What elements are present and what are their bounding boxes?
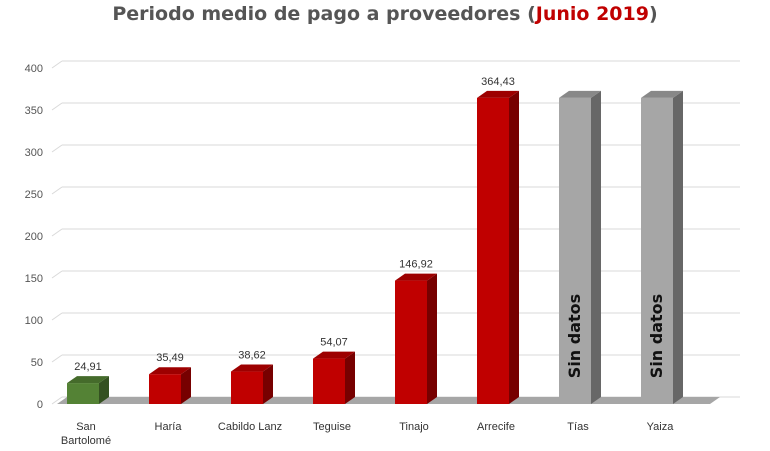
bar <box>313 351 355 404</box>
x-tick-label: Cabildo Lanz <box>218 421 282 433</box>
bar <box>231 364 273 404</box>
x-axis-labels: San Bartolomé Haría Cabildo Lanz Teguise Tina… <box>61 421 674 447</box>
x-tick-label: Arrecife <box>477 421 515 433</box>
bar-top <box>395 273 437 281</box>
data-label: 364,43 <box>481 76 515 88</box>
chart-title-prefix: Periodo medio de pago a proveedores ( <box>112 3 536 25</box>
bar-front <box>231 371 263 404</box>
x-tick-label: Yaiza <box>647 421 675 433</box>
x-tick-label: Bartolomé <box>61 435 111 447</box>
y-tick-label: 0 <box>37 399 43 411</box>
y-tick-label: 250 <box>25 189 43 201</box>
y-tick-label: 100 <box>25 315 43 327</box>
data-label: 35,49 <box>156 352 184 364</box>
floor-plane <box>57 397 720 404</box>
no-data-label: Sin datos <box>647 294 666 378</box>
gridline-diag <box>51 354 63 363</box>
no-data-label: Sin datos <box>565 294 584 378</box>
bar-front <box>559 97 591 405</box>
bar-top <box>67 376 109 384</box>
x-tick-label: San <box>76 421 96 433</box>
bar-top <box>231 364 273 372</box>
x-tick-label: Tías <box>567 421 589 433</box>
bars <box>67 90 683 405</box>
data-label: 24,91 <box>74 361 102 373</box>
bar-front <box>149 374 181 404</box>
bar <box>149 367 191 404</box>
bar-front <box>641 97 673 405</box>
bar <box>641 90 683 405</box>
bar-side <box>427 273 437 404</box>
bar-side <box>99 376 109 404</box>
data-labels: 24,91 35,49 38,62 54,07 146,92 364,43 Sin dato… <box>74 76 666 378</box>
chart-title-highlight: Junio 2019 <box>535 3 649 25</box>
y-tick-label: 400 <box>25 63 43 75</box>
bar-side <box>591 90 601 405</box>
data-label: 54,07 <box>320 337 348 349</box>
bar-side <box>263 364 273 404</box>
data-label: 38,62 <box>238 350 266 362</box>
bar <box>67 376 109 404</box>
gridline-diag <box>51 312 63 321</box>
y-axis-ticks: 0 50 100 150 200 250 300 350 400 <box>25 63 43 411</box>
chart-title: Periodo medio de pago a proveedores (Jun… <box>0 3 770 25</box>
bar-front <box>395 280 427 404</box>
bar-top <box>313 351 355 359</box>
x-tick-label: Tinajo <box>399 421 429 433</box>
bar-side <box>673 90 683 405</box>
bar-side <box>345 351 355 404</box>
bar-top <box>149 367 191 375</box>
gridline-diag <box>51 102 63 111</box>
chart-title-suffix: ) <box>648 3 658 25</box>
chart-floor <box>57 397 720 404</box>
bar-top <box>477 90 519 98</box>
bar-front <box>67 383 99 404</box>
bar <box>559 90 601 405</box>
bar <box>395 273 437 404</box>
y-tick-label: 350 <box>25 105 43 117</box>
x-tick-label: Haría <box>155 421 183 433</box>
bar-side <box>509 90 519 405</box>
y-tick-label: 300 <box>25 147 43 159</box>
y-tick-label: 150 <box>25 273 43 285</box>
bar-side <box>181 367 191 404</box>
bar-top <box>641 90 683 98</box>
x-tick-label: Teguise <box>313 421 351 433</box>
bar <box>477 90 519 405</box>
gridline-diag <box>51 186 63 195</box>
gridline-diag <box>51 144 63 153</box>
gridline-diag <box>51 60 63 69</box>
gridline-diag <box>51 228 63 237</box>
gridline-diag <box>51 396 63 405</box>
bar-front <box>313 358 345 404</box>
gridline-diag <box>51 270 63 279</box>
y-tick-label: 200 <box>25 231 43 243</box>
y-tick-label: 50 <box>31 357 43 369</box>
bar-top <box>559 90 601 98</box>
data-label: 146,92 <box>399 259 433 271</box>
bar-front <box>477 97 509 405</box>
